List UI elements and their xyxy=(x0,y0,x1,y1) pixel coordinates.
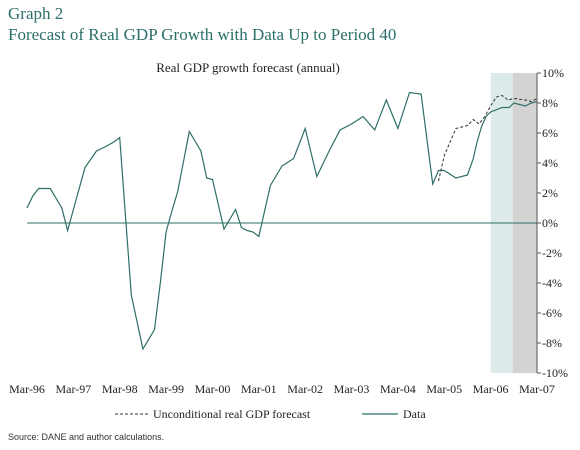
x-tick-label: Mar-00 xyxy=(195,382,231,396)
y-tick-label: -2% xyxy=(542,246,562,260)
x-tick-label: Mar-97 xyxy=(55,382,91,396)
forecast-series-line xyxy=(438,94,538,182)
legend: Unconditional real GDP forecast Data xyxy=(115,407,426,421)
y-tick-label: 10% xyxy=(542,66,564,80)
legend-data-label: Data xyxy=(403,407,426,421)
y-tick-label: 2% xyxy=(542,186,558,200)
source-note: Source: DANE and author calculations. xyxy=(8,432,165,442)
x-tick-label: Mar-02 xyxy=(287,382,323,396)
legend-forecast-label: Unconditional real GDP forecast xyxy=(153,407,311,421)
chart-title: Real GDP growth forecast (annual) xyxy=(156,60,340,75)
x-axis: Mar-96 Mar-97 Mar-98 Mar-99 Mar-00 Mar-01 Mar-… xyxy=(9,382,555,396)
series-lines xyxy=(26,91,538,351)
x-tick-label: Mar-96 xyxy=(9,382,45,396)
y-axis: 10% 8% 6% 4% 2% 0% -2% -4% -6% -8% -10% xyxy=(536,66,568,380)
x-tick-label: Mar-04 xyxy=(380,382,416,396)
y-tick-label: -6% xyxy=(542,306,562,320)
graph-number: Graph 2 xyxy=(8,4,64,23)
y-tick-label: -10% xyxy=(542,366,568,380)
y-tick-label: 0% xyxy=(542,216,558,230)
figure-title: Forecast of Real GDP Growth with Data Up… xyxy=(8,25,397,44)
y-tick-label: -8% xyxy=(542,336,562,350)
x-tick-label: Mar-06 xyxy=(473,382,509,396)
x-tick-label: Mar-99 xyxy=(148,382,184,396)
y-tick-label: 8% xyxy=(542,96,558,110)
x-tick-label: Mar-07 xyxy=(519,382,555,396)
x-tick-label: Mar-03 xyxy=(334,382,370,396)
x-tick-label: Mar-05 xyxy=(426,382,462,396)
y-tick-label: -4% xyxy=(542,276,562,290)
x-tick-label: Mar-01 xyxy=(241,382,277,396)
y-tick-label: 4% xyxy=(542,156,558,170)
y-tick-label: 6% xyxy=(542,126,558,140)
data-series-line xyxy=(26,91,538,351)
x-tick-label: Mar-98 xyxy=(102,382,138,396)
figure-header: Graph 2 Forecast of Real GDP Growth with… xyxy=(8,3,396,45)
